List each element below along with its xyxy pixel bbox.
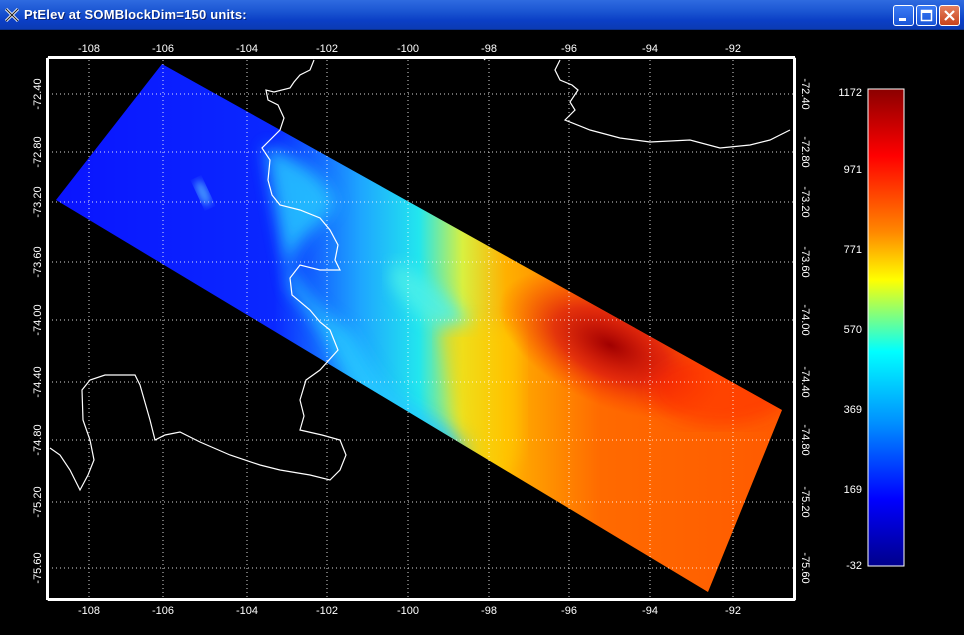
lon-label: -104 — [236, 605, 258, 617]
lat-label: -74.00 — [32, 304, 44, 335]
colorbar-label: 971 — [844, 164, 862, 176]
lat-label: -73.20 — [32, 186, 44, 217]
lon-label: -100 — [397, 605, 419, 617]
elevation-map: -108 -106 -104 -102 -100 -98 -96 -94 -92… — [32, 43, 905, 617]
lat-label: -72.40 — [32, 78, 44, 109]
lon-label: -108 — [78, 605, 100, 617]
minimize-icon — [899, 18, 906, 21]
colorbar-label: 1172 — [838, 87, 862, 99]
minimize-button[interactable] — [893, 5, 914, 26]
lat-label: -74.00 — [799, 304, 811, 335]
lat-label: -74.80 — [799, 424, 811, 455]
lat-label: -74.40 — [32, 366, 44, 397]
lat-label: -72.40 — [799, 78, 811, 109]
lon-label: -92 — [725, 43, 741, 55]
lon-label: -100 — [397, 43, 419, 55]
elevation-swath — [56, 64, 782, 592]
right-lat-labels: -72.40 -72.80 -73.20 -73.60 -74.00 -74.4… — [799, 78, 811, 583]
lon-label: -106 — [152, 605, 174, 617]
top-lon-labels: -108 -106 -104 -102 -100 -98 -96 -94 -92 — [78, 43, 741, 55]
lat-label: -75.20 — [32, 486, 44, 517]
lon-label: -108 — [78, 43, 100, 55]
lon-label: -98 — [481, 605, 497, 617]
title-bar: PtElev at SOMBlockDim=150 units: — [0, 0, 964, 30]
plot-window: -108 -106 -104 -102 -100 -98 -96 -94 -92… — [0, 30, 964, 630]
lat-label: -72.80 — [32, 136, 44, 167]
close-icon — [944, 10, 955, 21]
colorbar-label: 369 — [844, 404, 862, 416]
bottom-lon-labels: -108 -106 -104 -102 -100 -98 -96 -94 -92 — [78, 605, 741, 617]
map-frame — [46, 56, 796, 601]
colorbar-label: 169 — [844, 484, 862, 496]
lon-label: -98 — [481, 43, 497, 55]
lon-label: -104 — [236, 43, 258, 55]
lat-label: -75.20 — [799, 486, 811, 517]
lon-label: -92 — [725, 605, 741, 617]
maximize-button[interactable] — [916, 5, 937, 26]
lon-label: -94 — [642, 43, 658, 55]
lat-label: -74.40 — [799, 366, 811, 397]
close-button[interactable] — [939, 5, 960, 26]
lon-label: -102 — [316, 43, 338, 55]
lat-label: -73.60 — [32, 246, 44, 277]
x11-app-icon[interactable] — [4, 7, 20, 23]
colorbar-label: 771 — [844, 244, 862, 256]
grid-lines — [48, 60, 795, 600]
colorbar-gradient — [867, 88, 905, 567]
colorbar-label: 570 — [844, 324, 862, 336]
lat-label: -72.80 — [799, 136, 811, 167]
lat-label: -75.60 — [32, 552, 44, 583]
lat-label: -73.60 — [799, 246, 811, 277]
lon-label: -96 — [561, 43, 577, 55]
lon-label: -106 — [152, 43, 174, 55]
lon-label: -94 — [642, 605, 658, 617]
maximize-icon — [920, 9, 933, 22]
lon-label: -96 — [561, 605, 577, 617]
colorbar-label: -32 — [846, 560, 862, 572]
lat-label: -73.20 — [799, 186, 811, 217]
lat-label: -74.80 — [32, 424, 44, 455]
left-lat-labels: -72.40 -72.80 -73.20 -73.60 -74.00 -74.4… — [32, 78, 44, 583]
lat-label: -75.60 — [799, 552, 811, 583]
lon-label: -102 — [316, 605, 338, 617]
colorbar: 1172 971 771 570 369 169 -32 — [838, 87, 905, 572]
window-title: PtElev at SOMBlockDim=150 units: — [24, 7, 247, 22]
